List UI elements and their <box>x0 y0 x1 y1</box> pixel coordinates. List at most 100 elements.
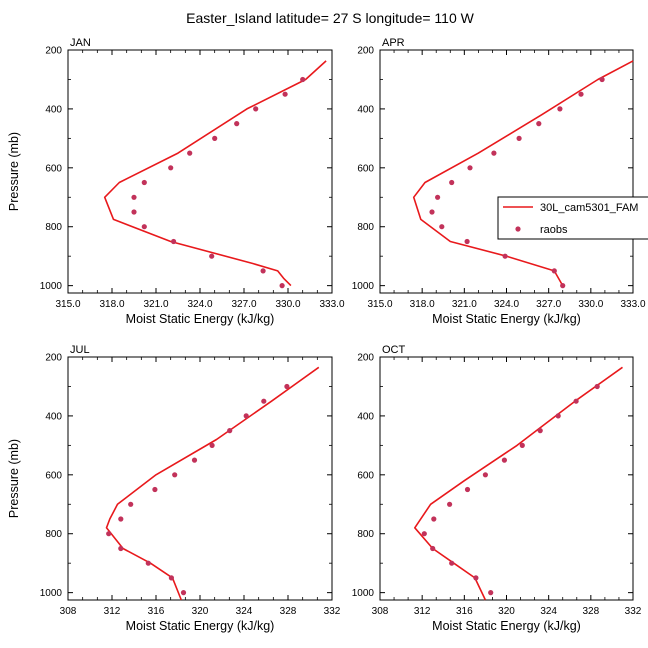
x-tick-label: 312 <box>414 606 431 617</box>
raobs-point <box>106 531 112 537</box>
raobs-point <box>536 121 542 127</box>
y-tick-label: 800 <box>45 529 62 540</box>
y-tick-label: 1000 <box>352 588 375 599</box>
x-tick-label: 324.0 <box>494 299 519 310</box>
raobs-point <box>557 106 563 112</box>
raobs-point <box>501 457 507 463</box>
raobs-point <box>171 238 177 245</box>
x-tick-label: 328 <box>582 606 599 617</box>
model-profile-line <box>413 366 623 601</box>
raobs-point <box>168 575 174 581</box>
raobs-point <box>131 194 137 200</box>
y-axis-title: Pressure (mb) <box>7 132 21 211</box>
panel-oct: OCT 308 312 316 320 324 328 332 200 400 600 800 1000… <box>352 344 642 633</box>
legend-box <box>497 196 648 240</box>
raobs-point <box>300 76 306 83</box>
x-tick-label: 328 <box>280 606 297 617</box>
raobs-point <box>131 209 137 215</box>
panel-apr: APR 315.0 318.0 321.0 324.0 327.0 330.0 333.0 20… <box>352 37 646 326</box>
model-profile-line <box>105 366 320 601</box>
legend-model-label: 30L_cam5301_FAM <box>540 202 638 214</box>
raobs-point <box>430 545 436 552</box>
raobs-point <box>555 413 561 419</box>
x-axis-title: Moist Static Energy (kJ/kg) <box>126 312 275 326</box>
panel-label: APR <box>382 37 405 49</box>
raobs-point <box>209 442 215 448</box>
raobs-point <box>431 516 437 522</box>
y-tick-label: 200 <box>45 353 62 364</box>
raobs-point <box>482 472 488 478</box>
x-tick-label: 321.0 <box>143 299 168 310</box>
x-tick-label: 333.0 <box>319 299 344 310</box>
raobs-point <box>516 135 522 141</box>
x-tick-label: 312 <box>104 606 121 617</box>
x-tick-label: 315.0 <box>55 299 80 310</box>
raobs-point <box>260 268 266 274</box>
raobs-point <box>118 545 124 552</box>
raobs-point <box>227 428 233 434</box>
raobs-point <box>488 590 494 596</box>
panel-jul: JUL 308 312 316 320 324 328 332 200 400 600 800 1000… <box>7 344 341 633</box>
raobs-point <box>118 516 124 522</box>
y-tick-label: 600 <box>357 163 374 174</box>
raobs-point <box>187 150 193 156</box>
x-tick-label: 327.0 <box>536 299 561 310</box>
x-tick-label: 318.0 <box>99 299 124 310</box>
panel-label: JAN <box>70 37 91 49</box>
raobs-point <box>464 238 470 245</box>
model-profile-line <box>412 60 634 286</box>
x-tick-label: 321.0 <box>452 299 477 310</box>
x-tick-label: 330.0 <box>578 299 603 310</box>
legend-obs-swatch <box>515 226 521 232</box>
raobs-point <box>594 383 600 390</box>
x-tick-label: 315.0 <box>367 299 392 310</box>
x-tick-label: 332 <box>625 606 642 617</box>
raobs-point <box>573 398 579 404</box>
legend: 30L_cam5301_FAM raobs <box>497 196 648 240</box>
raobs-point <box>141 224 147 230</box>
raobs-point <box>279 283 285 289</box>
x-tick-label: 324.0 <box>187 299 212 310</box>
y-tick-label: 400 <box>357 411 374 422</box>
x-axis-title: Moist Static Energy (kJ/kg) <box>432 312 581 326</box>
raobs-point <box>191 457 198 463</box>
raobs-point <box>439 224 445 230</box>
y-tick-label: 800 <box>357 529 374 540</box>
raobs-point <box>560 283 566 289</box>
raobs-point <box>253 106 259 112</box>
raobs-point <box>519 442 525 448</box>
model-profile-line <box>103 60 327 287</box>
raobs-point <box>282 91 288 97</box>
figure-title: Easter_Island latitude= 27 S longitude= … <box>186 10 474 26</box>
raobs-point <box>209 253 215 259</box>
raobs-point <box>599 76 605 83</box>
legend-obs-label: raobs <box>540 224 568 236</box>
raobs-point <box>537 428 543 434</box>
raobs-point <box>578 91 584 97</box>
raobs-point <box>449 179 455 186</box>
y-tick-label: 800 <box>357 222 374 233</box>
raobs-point <box>502 253 508 259</box>
y-tick-label: 600 <box>357 470 374 481</box>
raobs-point <box>467 165 473 171</box>
y-tick-label: 1000 <box>40 281 63 292</box>
x-axis-title: Moist Static Energy (kJ/kg) <box>432 619 581 633</box>
x-tick-label: 320 <box>192 606 209 617</box>
y-tick-label: 200 <box>357 353 374 364</box>
panel-label: JUL <box>70 344 90 356</box>
y-tick-label: 1000 <box>352 281 375 292</box>
y-tick-label: 400 <box>357 104 374 115</box>
y-tick-label: 600 <box>45 163 62 174</box>
y-tick-label: 400 <box>45 411 62 422</box>
raobs-point <box>464 486 471 493</box>
raobs-point <box>551 268 557 274</box>
raobs-point <box>429 209 435 215</box>
x-tick-label: 318.0 <box>410 299 435 310</box>
x-tick-label: 316 <box>456 606 473 617</box>
raobs-point <box>128 501 134 507</box>
raobs-point <box>141 179 147 186</box>
raobs-point <box>168 165 174 171</box>
raobs-point <box>152 486 158 493</box>
x-tick-label: 320 <box>498 606 515 617</box>
